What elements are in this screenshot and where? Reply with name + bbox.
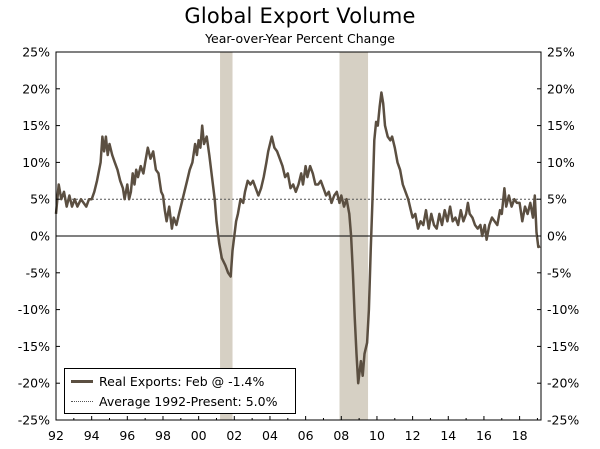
y-tick-label-right: 15%: [547, 118, 575, 133]
x-tick-label: 14: [440, 428, 456, 443]
y-tick-label-right: -20%: [547, 376, 579, 391]
chart-subtitle: Year-over-Year Percent Change: [205, 31, 395, 46]
chart-title: Global Export Volume: [184, 4, 416, 28]
x-tick-label: 10: [369, 428, 385, 443]
y-tick-label-left: -25%: [18, 413, 50, 428]
y-tick-label-left: 20%: [22, 81, 50, 96]
chart-legend: Real Exports: Feb @ -1.4% Average 1992-P…: [64, 368, 296, 414]
legend-item-real-exports: Real Exports: Feb @ -1.4%: [71, 372, 264, 390]
x-tick-label: 08: [333, 428, 349, 443]
x-tick-label: 96: [119, 428, 135, 443]
x-tick-label: 06: [298, 428, 314, 443]
x-tick-label: 98: [155, 428, 171, 443]
y-tick-label-left: -10%: [18, 302, 50, 317]
y-tick-label-right: -5%: [547, 265, 571, 280]
y-tick-label-left: 0%: [30, 229, 50, 244]
y-tick-label-left: -5%: [26, 265, 50, 280]
y-tick-label-right: -10%: [547, 302, 579, 317]
y-tick-label-left: 10%: [22, 155, 50, 170]
y-tick-label-left: -15%: [18, 339, 50, 354]
y-tick-label-right: 10%: [547, 155, 575, 170]
y-tick-label-right: 20%: [547, 81, 575, 96]
legend-item-average: Average 1992-Present: 5.0%: [71, 392, 277, 410]
legend-label-real-exports: Real Exports: Feb @ -1.4%: [99, 373, 265, 389]
legend-swatch-dotted: [71, 400, 93, 402]
y-tick-label-left: -20%: [18, 376, 50, 391]
x-tick-label: 12: [405, 428, 421, 443]
x-tick-label: 92: [48, 428, 64, 443]
x-tick-label: 16: [476, 428, 492, 443]
x-tick-label: 02: [226, 428, 242, 443]
x-tick-label: 94: [84, 428, 100, 443]
x-tick-label: 18: [512, 428, 528, 443]
x-tick-label: 00: [191, 428, 207, 443]
y-tick-label-left: 15%: [22, 118, 50, 133]
x-tick-label: 04: [262, 428, 278, 443]
legend-label-average: Average 1992-Present: 5.0%: [99, 393, 278, 409]
legend-swatch-solid: [71, 379, 93, 383]
y-tick-label-right: -15%: [547, 339, 579, 354]
y-tick-label-left: 25%: [22, 45, 50, 60]
y-tick-label-right: 5%: [547, 192, 567, 207]
y-tick-label-right: 25%: [547, 45, 575, 60]
y-tick-label-left: 5%: [30, 192, 50, 207]
y-tick-label-right: -25%: [547, 413, 579, 428]
y-tick-label-right: 0%: [547, 229, 567, 244]
real-exports-line: [54, 91, 541, 385]
